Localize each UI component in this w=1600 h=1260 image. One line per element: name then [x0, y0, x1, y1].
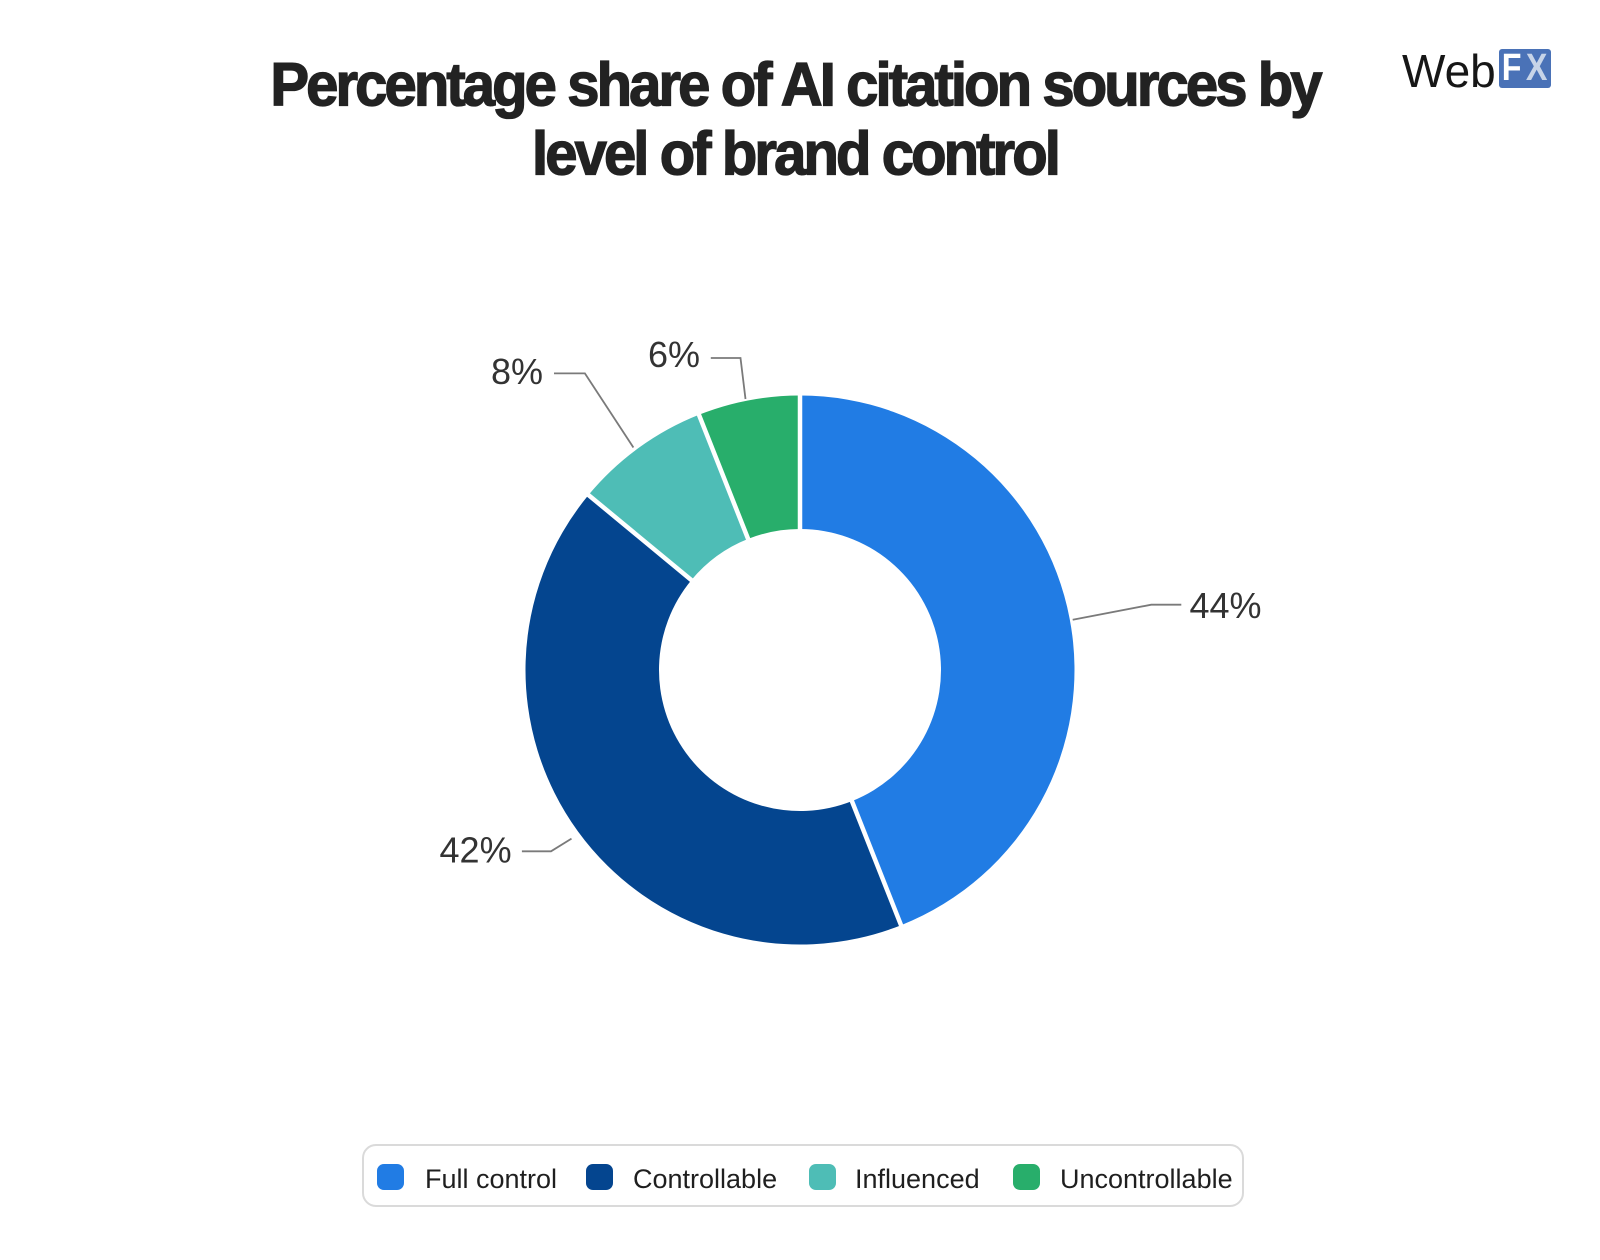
svg-text:6%: 6%	[648, 334, 700, 375]
svg-text:8%: 8%	[491, 351, 543, 392]
svg-text:44%: 44%	[1190, 585, 1262, 626]
svg-text:42%: 42%	[440, 830, 512, 871]
